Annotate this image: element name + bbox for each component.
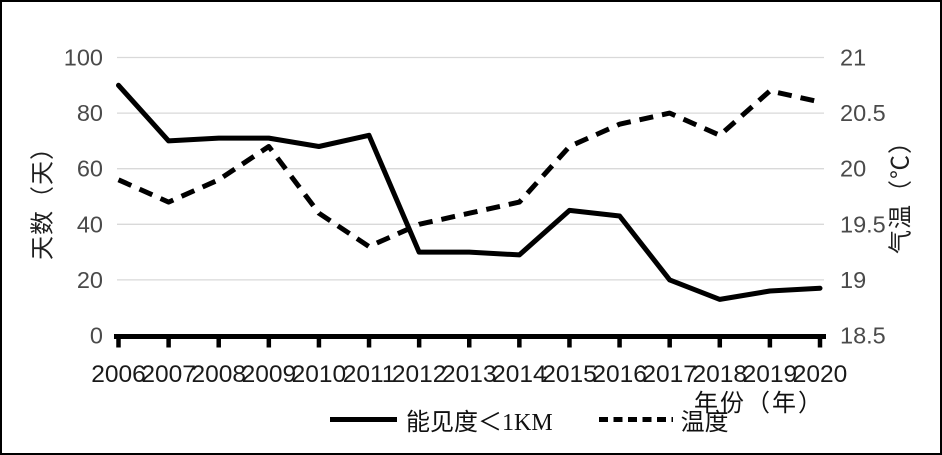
legend: 能见度＜1KM 温度 — [330, 403, 729, 436]
year-label: 2019 — [743, 361, 798, 388]
series-line-visibility — [116, 82, 823, 302]
year-label: 2010 — [292, 361, 347, 388]
right-tick-label: 21 — [840, 45, 866, 71]
year-label: 2017 — [642, 361, 697, 388]
year-label: 2007 — [141, 361, 196, 388]
year-label: 2018 — [693, 361, 748, 388]
gridlines — [117, 56, 824, 281]
legend-swatch-dashed-line — [598, 416, 673, 422]
year-label: 2011 — [343, 361, 396, 388]
legend-label-visibility: 能见度＜1KM — [406, 409, 553, 436]
year-label: 2014 — [492, 361, 547, 388]
right-tick-label: 18.5 — [840, 323, 886, 349]
left-tick-label: 20 — [77, 267, 103, 293]
right-tick-label: 19 — [840, 267, 866, 293]
left-tick-label: 40 — [77, 211, 103, 237]
year-label: 2009 — [242, 361, 297, 388]
right-axis-title: 气温（℃） — [888, 129, 915, 254]
category-labels: 2006200720082009201020112012201320142015… — [91, 361, 847, 388]
left-axis-title: 天数（天） — [30, 135, 57, 260]
right-tick-label: 20.5 — [840, 100, 886, 126]
legend-swatch-solid-line — [330, 416, 397, 422]
series-line-temperature — [117, 88, 821, 249]
x-axis — [114, 334, 826, 348]
year-label: 2008 — [191, 361, 246, 388]
left-tick-label: 100 — [64, 45, 103, 71]
left-tick-label: 80 — [77, 100, 103, 126]
legend-label-temperature: 温度 — [680, 409, 729, 436]
left-tick-label: 0 — [90, 323, 103, 349]
left-tick-label: 60 — [77, 156, 103, 182]
year-label: 2012 — [392, 361, 447, 388]
year-label: 2013 — [442, 361, 497, 388]
x-axis-title: 年份（年） — [694, 391, 824, 417]
year-label: 2006 — [91, 361, 146, 388]
year-label: 2020 — [793, 361, 848, 388]
year-label: 2016 — [592, 361, 647, 388]
right-tick-label: 20 — [840, 156, 866, 182]
right-axis-tick-labels: 18.5 19 19.5 20 20.5 21 — [840, 45, 886, 349]
year-label: 2015 — [542, 361, 597, 388]
right-tick-label: 19.5 — [840, 211, 886, 237]
left-axis-tick-labels: 0 20 40 60 80 100 — [64, 45, 103, 349]
